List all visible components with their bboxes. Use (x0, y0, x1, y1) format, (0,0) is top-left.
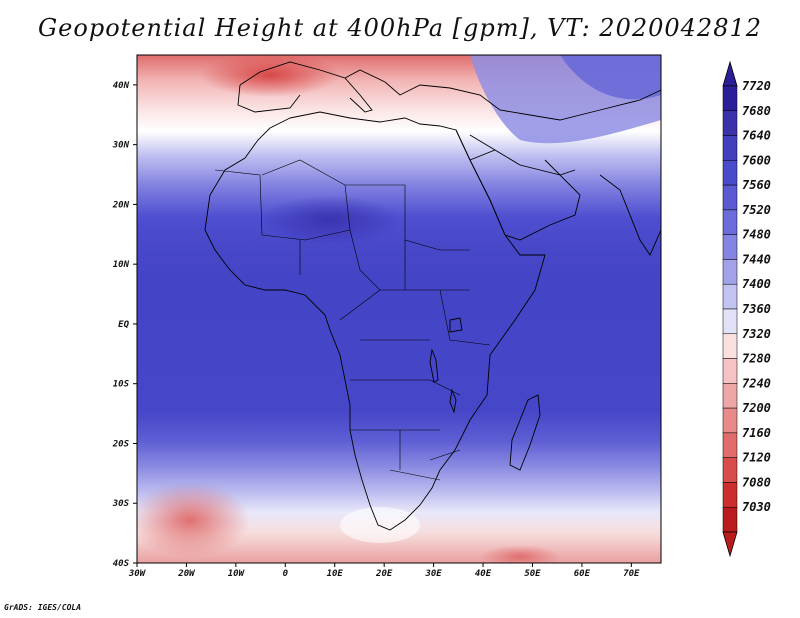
lat-tick-label: 30S (112, 499, 130, 509)
country-borders (214, 159, 491, 481)
lat-tick-label: 40N (113, 81, 130, 91)
colorbar-label: 7520 (742, 203, 771, 217)
colorbar-swatch (722, 184, 738, 211)
colorbar-swatch (722, 308, 738, 335)
colorbar-swatch (722, 383, 738, 409)
colorbar-bottom-arrow (722, 531, 738, 558)
colorbar: 7720 7680 7640 7600 7560 7520 7480 7440 7400 7360… (722, 60, 771, 558)
colorbar-swatch (722, 432, 738, 458)
colorbar-label: 7600 (742, 153, 771, 167)
lat-tick-label: 10S (113, 380, 130, 390)
colorbar-label: 7360 (742, 302, 771, 316)
colorbar-label: 7680 (742, 104, 771, 118)
colorbar-label: 7160 (742, 426, 771, 440)
longitude-axis: 30W 20W 10W 0 10E 20E 30E 40E 50E 60E 70E (128, 563, 640, 579)
lon-tick-label: 50E (524, 569, 541, 579)
sahel-max (260, 195, 400, 245)
colorbar-label: 7560 (742, 178, 771, 192)
colorbar-swatch (722, 358, 738, 384)
lon-tick-label: 40E (475, 569, 492, 579)
latitude-axis: 40N 30N 20N 10N EQ 10S 20S 30S 40S (112, 81, 137, 569)
lat-tick-label: 30N (112, 141, 130, 151)
colorbar-swatch (722, 234, 738, 260)
colorbar-swatch (722, 160, 738, 186)
lon-tick-label: 10E (327, 569, 344, 579)
colorbar-swatch (722, 457, 738, 483)
lake-victoria (449, 317, 463, 333)
coastlines (204, 61, 661, 531)
colorbar-label: 7480 (742, 228, 771, 242)
page-title: Geopotential Height at 400hPa [gpm], VT:… (38, 14, 762, 42)
plot-frame (136, 54, 662, 564)
colorbar-label: 7720 (742, 79, 771, 93)
lon-tick-label: 60E (574, 569, 591, 579)
lon-tick-label: 30E (424, 569, 442, 579)
colorbar-label: 7320 (742, 327, 771, 341)
lat-tick-label: 20N (112, 200, 130, 210)
colorbar-swatch (722, 333, 738, 359)
lon-tick-label: 20E (375, 569, 393, 579)
madagascar (509, 394, 541, 471)
persian-gulf (544, 159, 576, 176)
nw-high (200, 55, 340, 97)
colorbar-label: 7440 (742, 252, 771, 266)
colorbar-top-arrow (722, 60, 738, 87)
arabia (469, 149, 581, 241)
lon-tick-label: 30W (128, 569, 147, 579)
colorbar-label: 7240 (742, 376, 771, 390)
lon-tick-label: 10W (228, 569, 246, 579)
lake-tanganyika (429, 348, 439, 383)
lon-tick-label: 0 (283, 569, 289, 579)
lat-tick-label: 20S (112, 439, 130, 449)
colorbar-swatch (722, 482, 738, 508)
colorbar-label: 7030 (742, 500, 771, 514)
lake-malawi (449, 388, 457, 414)
lon-tick-label: 70E (623, 569, 640, 579)
se-high (480, 545, 560, 563)
colorbar-swatch (722, 85, 738, 112)
italy (344, 77, 373, 113)
lat-tick-label: 40S (113, 559, 130, 569)
india (599, 174, 661, 256)
colorbar-swatch (722, 283, 738, 310)
iberia (237, 84, 301, 113)
colorbar-label: 7080 (742, 475, 771, 489)
south-africa-ridge (340, 507, 420, 543)
ne-trough-core (560, 55, 661, 100)
lon-tick-label: 20W (177, 569, 196, 579)
colorbar-label: 7120 (742, 451, 771, 465)
colorbar-label: 7640 (742, 129, 771, 143)
colorbar-swatch (722, 259, 738, 285)
field-layer (137, 55, 661, 563)
sw-high (137, 482, 250, 558)
colorbar-label: 7400 (742, 277, 771, 291)
europe-coast (239, 61, 661, 121)
colorbar-swatch (722, 407, 738, 434)
colorbar-swatch (722, 110, 738, 136)
red-sea (455, 129, 496, 161)
lat-tick-label: EQ (118, 320, 129, 330)
colorbar-swatch (722, 209, 738, 235)
colorbar-label: 7280 (742, 352, 771, 366)
colorbar-swatch (722, 135, 738, 161)
lat-tick-label: 10N (113, 260, 130, 270)
colorbar-label: 7200 (742, 401, 771, 415)
colorbar-swatch (722, 506, 738, 533)
credit-text: GrADS: IGES/COLA (4, 603, 82, 612)
